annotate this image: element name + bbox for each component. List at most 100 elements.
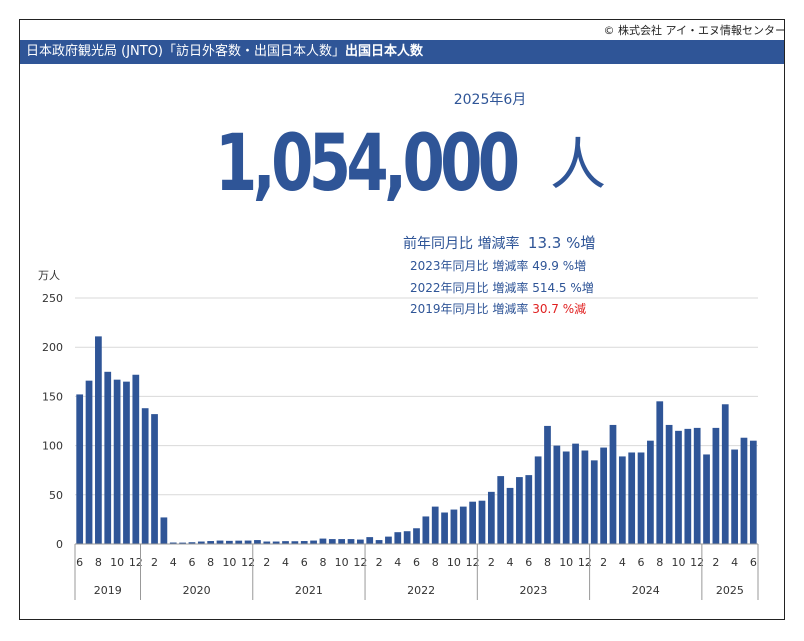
x-tick-label: 6 (413, 556, 420, 569)
bar (123, 381, 130, 544)
x-tick-label: 2 (376, 556, 383, 569)
bar (113, 379, 121, 544)
x-tick-label: 10 (447, 556, 461, 569)
bar (749, 440, 757, 544)
bar (628, 452, 636, 544)
bar (478, 500, 486, 544)
bar (656, 401, 664, 544)
bar (525, 475, 533, 544)
yoy-row-label: 2019年同月比 増減率 (410, 302, 529, 316)
yoy-row-label: 2023年同月比 増減率 (410, 259, 529, 273)
x-tick-label: 2 (600, 556, 607, 569)
x-tick-label: 6 (638, 556, 645, 569)
bar (675, 430, 682, 544)
bar (254, 540, 261, 544)
yoy-row-label: 2022年同月比 増減率 (410, 281, 529, 295)
yoy-main: 前年同月比 増減率 13.3 %増 (403, 232, 595, 253)
bar (366, 537, 374, 544)
bar (244, 540, 252, 544)
x-tick-label: 6 (525, 556, 532, 569)
headline-unit: 人 (550, 133, 606, 198)
x-tick-label: 2 (488, 556, 495, 569)
bar (403, 531, 411, 544)
bar (263, 541, 271, 544)
bar (740, 437, 748, 544)
x-tick-label: 12 (129, 556, 143, 569)
bar (375, 540, 383, 544)
bar (413, 528, 420, 544)
bar (618, 456, 626, 544)
x-tick-label: 12 (578, 556, 592, 569)
bar (282, 541, 289, 544)
bar (450, 509, 458, 544)
bar (684, 428, 692, 544)
bar (572, 443, 579, 544)
bar (85, 380, 93, 544)
y-tick-label: 50 (49, 489, 63, 502)
bar (469, 501, 477, 544)
bar (291, 541, 299, 544)
bar (590, 460, 598, 544)
y-tick-label: 200 (42, 341, 63, 354)
bar (647, 440, 654, 544)
x-tick-label: 6 (750, 556, 757, 569)
x-tick-label: 12 (466, 556, 480, 569)
x-tick-label: 10 (671, 556, 685, 569)
x-tick-label: 8 (319, 556, 326, 569)
bar (562, 451, 570, 544)
bar (347, 539, 355, 544)
bar (310, 540, 317, 544)
bar (188, 542, 196, 544)
bar (179, 542, 186, 544)
x-tick-label: 10 (110, 556, 124, 569)
title-banner: 日本政府観光局 (JNTO)「訪日外客数・出国日本人数」出国日本人数 (20, 40, 784, 64)
bar (356, 539, 364, 544)
x-tick-label: 8 (207, 556, 214, 569)
y-tick-label: 100 (42, 440, 63, 453)
bar (544, 425, 551, 544)
bar (216, 540, 224, 544)
bar (160, 517, 168, 544)
bar (197, 541, 205, 544)
bar (497, 476, 505, 544)
y-tick-label: 250 (42, 292, 63, 305)
bar (328, 539, 336, 544)
year-label: 2022 (407, 584, 435, 597)
yoy-row-value: 514.5 %増 (532, 281, 594, 295)
x-tick-label: 12 (690, 556, 704, 569)
yoy-row-2019: 2019年同月比 増減率 30.7 %減 (410, 300, 586, 317)
year-label: 2021 (295, 584, 323, 597)
bar (665, 424, 673, 544)
x-tick-label: 4 (170, 556, 177, 569)
yoy-row-value: 49.9 %増 (532, 259, 587, 273)
bar (272, 541, 280, 544)
x-tick-label: 12 (241, 556, 255, 569)
bar (132, 374, 140, 544)
bar (534, 456, 542, 544)
bar (300, 541, 308, 544)
yoy-main-label: 前年同月比 増減率 (403, 236, 520, 252)
y-axis-label: 万人 (38, 269, 60, 282)
bar (703, 454, 710, 544)
x-tick-label: 4 (731, 556, 738, 569)
bar (441, 512, 448, 544)
year-label: 2023 (519, 584, 547, 597)
period-label: 2025年6月 (453, 92, 527, 108)
x-tick-label: 6 (301, 556, 308, 569)
bar (151, 414, 158, 544)
x-tick-label: 10 (559, 556, 573, 569)
bar (76, 394, 84, 544)
year-label: 2020 (183, 584, 211, 597)
bar (637, 452, 645, 544)
x-tick-label: 8 (544, 556, 551, 569)
x-tick-label: 4 (394, 556, 401, 569)
bar (431, 506, 439, 544)
bar (338, 539, 346, 544)
x-tick-label: 8 (432, 556, 439, 569)
x-tick-label: 8 (656, 556, 663, 569)
bar (226, 540, 233, 544)
bar (581, 450, 589, 544)
bar (141, 408, 149, 544)
banner-title: 日本政府観光局 (JNTO)「訪日外客数・出国日本人数」 (26, 44, 346, 59)
